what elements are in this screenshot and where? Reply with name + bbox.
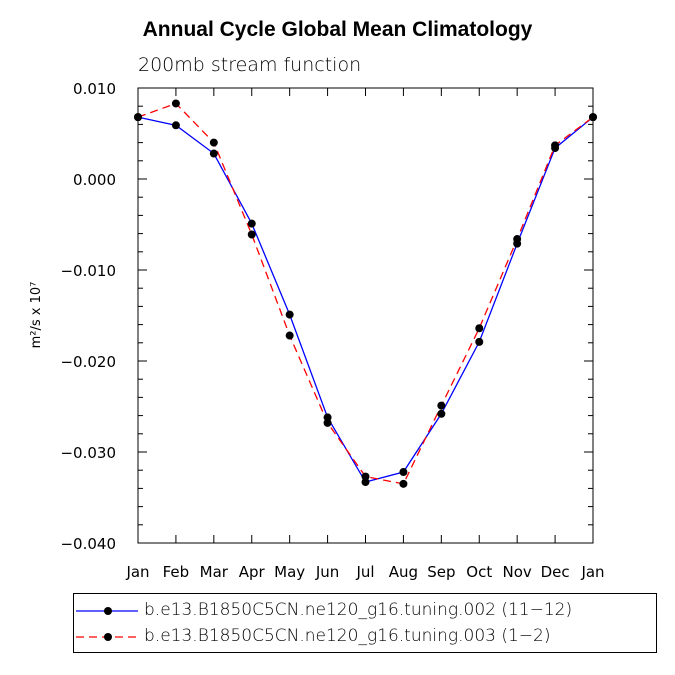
data-point-series-1 xyxy=(399,468,408,477)
x-tick-label: Dec xyxy=(541,563,570,581)
y-tick-label: 0.010 xyxy=(73,80,116,98)
line-chart: Jan Feb Mar Apr May Jun Jul Aug Sep Oct Nov Dec Jan 0… xyxy=(29,80,605,581)
data-point-series-1 xyxy=(285,310,294,319)
legend-entry-series-2: b.e13.B1850C5CN.ne120_g16.tuning.003 (1−… xyxy=(74,624,656,648)
series-line-1 xyxy=(137,116,594,483)
chart-title: Annual Cycle Global Mean Climatology xyxy=(142,18,533,41)
data-point-series-1 xyxy=(437,409,446,418)
y-axis-label: m²/s x 10⁷ xyxy=(29,282,44,349)
data-point-series-2 xyxy=(209,138,218,147)
y-tick-label: −0.010 xyxy=(60,262,116,280)
data-point-series-2 xyxy=(551,141,560,150)
legend-marker-series-1 xyxy=(104,607,112,615)
x-tick-label: Jan xyxy=(125,563,149,581)
data-point-series-2 xyxy=(247,230,256,239)
y-tick-label: −0.020 xyxy=(60,353,116,371)
data-point-series-2 xyxy=(171,99,180,108)
legend-label-series-2: b.e13.B1850C5CN.ne120_g16.tuning.003 (1−… xyxy=(144,626,551,646)
data-point-series-1 xyxy=(247,219,256,228)
x-tick-label: Oct xyxy=(466,563,492,581)
x-tick-label: Jul xyxy=(355,563,374,581)
x-tick-label: Nov xyxy=(503,563,532,581)
x-tick-label: Feb xyxy=(163,563,190,581)
y-tick-label: −0.030 xyxy=(60,444,116,462)
legend-marker-series-2 xyxy=(104,633,112,641)
series-line-2 xyxy=(137,102,594,485)
data-point-series-2 xyxy=(513,235,522,244)
data-point-series-2 xyxy=(361,472,370,481)
x-tick-label: Sep xyxy=(427,563,455,581)
y-tick-label: 0.000 xyxy=(73,171,116,189)
data-point-series-2 xyxy=(285,331,294,340)
data-point-series-2 xyxy=(323,418,332,427)
chart-subtitle: 200mb stream function xyxy=(138,54,362,76)
data-point-series-2 xyxy=(475,324,484,333)
data-point-series-1 xyxy=(171,121,180,130)
y-tick-label: −0.040 xyxy=(60,535,116,553)
legend-entry-series-1: b.e13.B1850C5CN.ne120_g16.tuning.002 (11… xyxy=(74,598,656,622)
x-tick-label: Apr xyxy=(239,563,266,581)
x-tick-label: Aug xyxy=(389,563,418,581)
data-point-series-1 xyxy=(209,149,218,158)
data-point-series-2 xyxy=(437,401,446,410)
x-tick-label: Jun xyxy=(315,563,339,581)
x-tick-label: Mar xyxy=(200,563,229,581)
x-tick-label: May xyxy=(274,563,305,581)
legend: b.e13.B1850C5CN.ne120_g16.tuning.002 (11… xyxy=(73,593,657,653)
legend-label-series-1: b.e13.B1850C5CN.ne120_g16.tuning.002 (11… xyxy=(144,600,573,620)
x-tick-label: Jan xyxy=(580,563,604,581)
data-point-series-1 xyxy=(475,337,484,346)
data-point-series-2 xyxy=(399,479,408,488)
